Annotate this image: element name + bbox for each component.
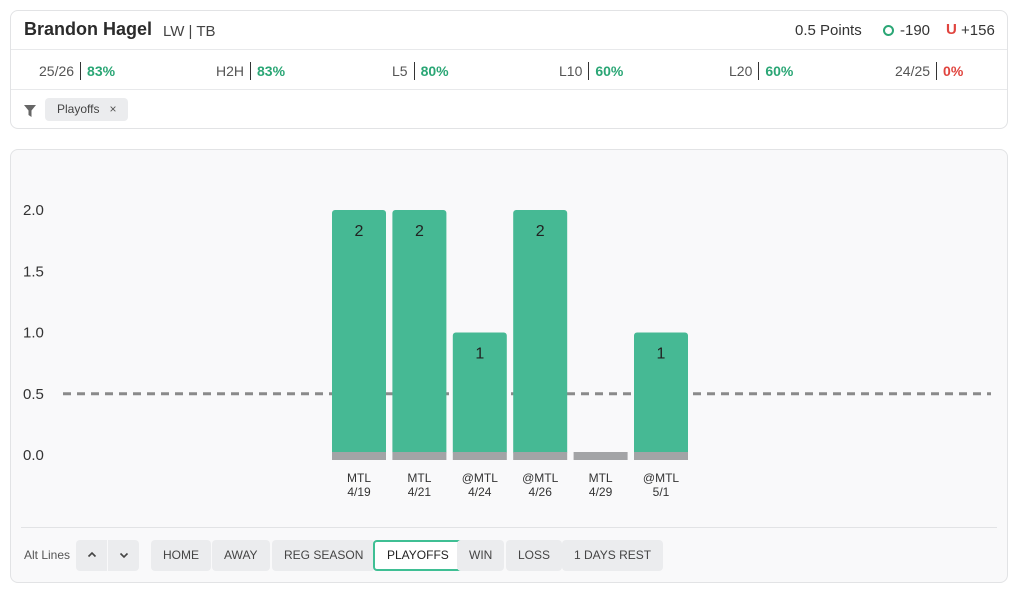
over-icon: [883, 25, 894, 36]
filter-win-button[interactable]: WIN: [457, 540, 505, 571]
stat-value: 83%: [257, 63, 286, 79]
player-name: Brandon Hagel: [24, 19, 153, 39]
stat-label: 25/26: [39, 63, 75, 79]
stat-label: L10: [559, 63, 583, 79]
hit-rate-row: 25/26 83% H2H 83% L5 80% L10 60% L20 60% 24/2…: [11, 51, 1007, 90]
bar-base: [332, 452, 386, 460]
bar-value-label: 2: [355, 223, 364, 240]
game-log-chart-card: 0.0 0.5 1.0 1.5 2.0 2 MTL 4/19 2 MTL 4/21 1 @MTL 4/24…: [10, 149, 1008, 583]
under-odds[interactable]: +156: [961, 22, 995, 39]
alt-line-up-button[interactable]: [76, 540, 107, 571]
x-tick-label: 4/21: [408, 485, 432, 499]
y-tick-label: 1.0: [23, 325, 44, 342]
bar: [332, 210, 386, 455]
active-filters: Playoffs ×: [11, 91, 1007, 129]
chevron-up-icon: [87, 551, 96, 558]
bar-base: [452, 452, 507, 460]
x-tick-label: @MTL: [522, 471, 559, 485]
bar-value-label: 2: [415, 223, 424, 240]
stat-l5[interactable]: L5 80%: [392, 62, 449, 80]
stat-label: L5: [392, 63, 408, 79]
alt-line-down-button[interactable]: [108, 540, 139, 571]
bar: [513, 210, 568, 455]
player-position-team: LW | TB: [163, 23, 216, 40]
prop-header: Brandon Hagel LW | TB 0.5 Points -190 U …: [11, 11, 1007, 50]
x-tick-label: @MTL: [643, 471, 680, 485]
under-icon: U: [946, 21, 957, 38]
bar-base: [573, 452, 628, 460]
stat-value: 83%: [87, 63, 116, 79]
filter-chip-playoffs: Playoffs ×: [45, 98, 129, 121]
stat-l10[interactable]: L10 60%: [559, 62, 623, 80]
stat-season[interactable]: 25/26 83%: [39, 62, 115, 80]
filter-icon[interactable]: [24, 105, 36, 117]
stat-h2h[interactable]: H2H 83%: [216, 62, 285, 80]
stat-label: 24/25: [895, 63, 931, 79]
filter-reg-season-button[interactable]: REG SEASON: [272, 540, 376, 571]
stat-l20[interactable]: L20 60%: [729, 62, 793, 80]
y-tick-label: 0.5: [23, 386, 44, 403]
x-tick-label: MTL: [407, 471, 431, 485]
x-tick-label: 4/29: [589, 485, 613, 499]
bar-value-label: 2: [536, 223, 545, 240]
over-odds[interactable]: -190: [900, 22, 931, 39]
filter-loss-button[interactable]: LOSS: [506, 540, 563, 571]
close-icon[interactable]: ×: [109, 102, 117, 116]
x-tick-label: 4/24: [468, 485, 492, 499]
bar-value-label: 1: [657, 346, 666, 363]
filter-days-rest-button[interactable]: 1 DAYS REST: [562, 540, 664, 571]
bar: [452, 332, 507, 455]
game-log-chart: 0.00.51.01.52.02MTL4/192MTL4/211@MTL4/24…: [23, 202, 991, 499]
filter-chip-label: Playoffs: [57, 102, 100, 116]
y-tick-label: 0.0: [23, 447, 44, 464]
bar-base: [392, 452, 447, 460]
y-tick-label: 1.5: [23, 263, 44, 280]
bar-base: [634, 452, 688, 460]
bar: [392, 210, 447, 455]
x-tick-label: 5/1: [653, 485, 670, 499]
bar: [634, 332, 688, 455]
filter-away-button[interactable]: AWAY: [212, 540, 270, 571]
bar-value-label: 1: [475, 346, 484, 363]
stat-last-season[interactable]: 24/25 0%: [895, 62, 963, 80]
stat-value: 0%: [943, 63, 964, 79]
stat-label: L20: [729, 63, 753, 79]
stat-value: 60%: [595, 63, 624, 79]
bar-base: [513, 452, 568, 460]
filter-playoffs-button[interactable]: PLAYOFFS: [373, 540, 463, 571]
alt-lines-label: Alt Lines: [24, 548, 71, 562]
stat-value: 60%: [765, 63, 794, 79]
x-tick-label: MTL: [347, 471, 371, 485]
chevron-down-icon: [119, 552, 128, 559]
x-tick-label: MTL: [589, 471, 613, 485]
stat-value: 80%: [420, 63, 449, 79]
divider: [21, 527, 997, 528]
prop-line: 0.5 Points: [795, 22, 862, 39]
player-prop-card: Brandon Hagel LW | TB 0.5 Points -190 U …: [10, 10, 1008, 129]
y-tick-label: 2.0: [23, 202, 44, 219]
x-tick-label: @MTL: [462, 471, 499, 485]
x-tick-label: 4/26: [529, 485, 553, 499]
filter-home-button[interactable]: HOME: [151, 540, 211, 571]
x-tick-label: 4/19: [347, 485, 371, 499]
stat-label: H2H: [216, 63, 245, 79]
